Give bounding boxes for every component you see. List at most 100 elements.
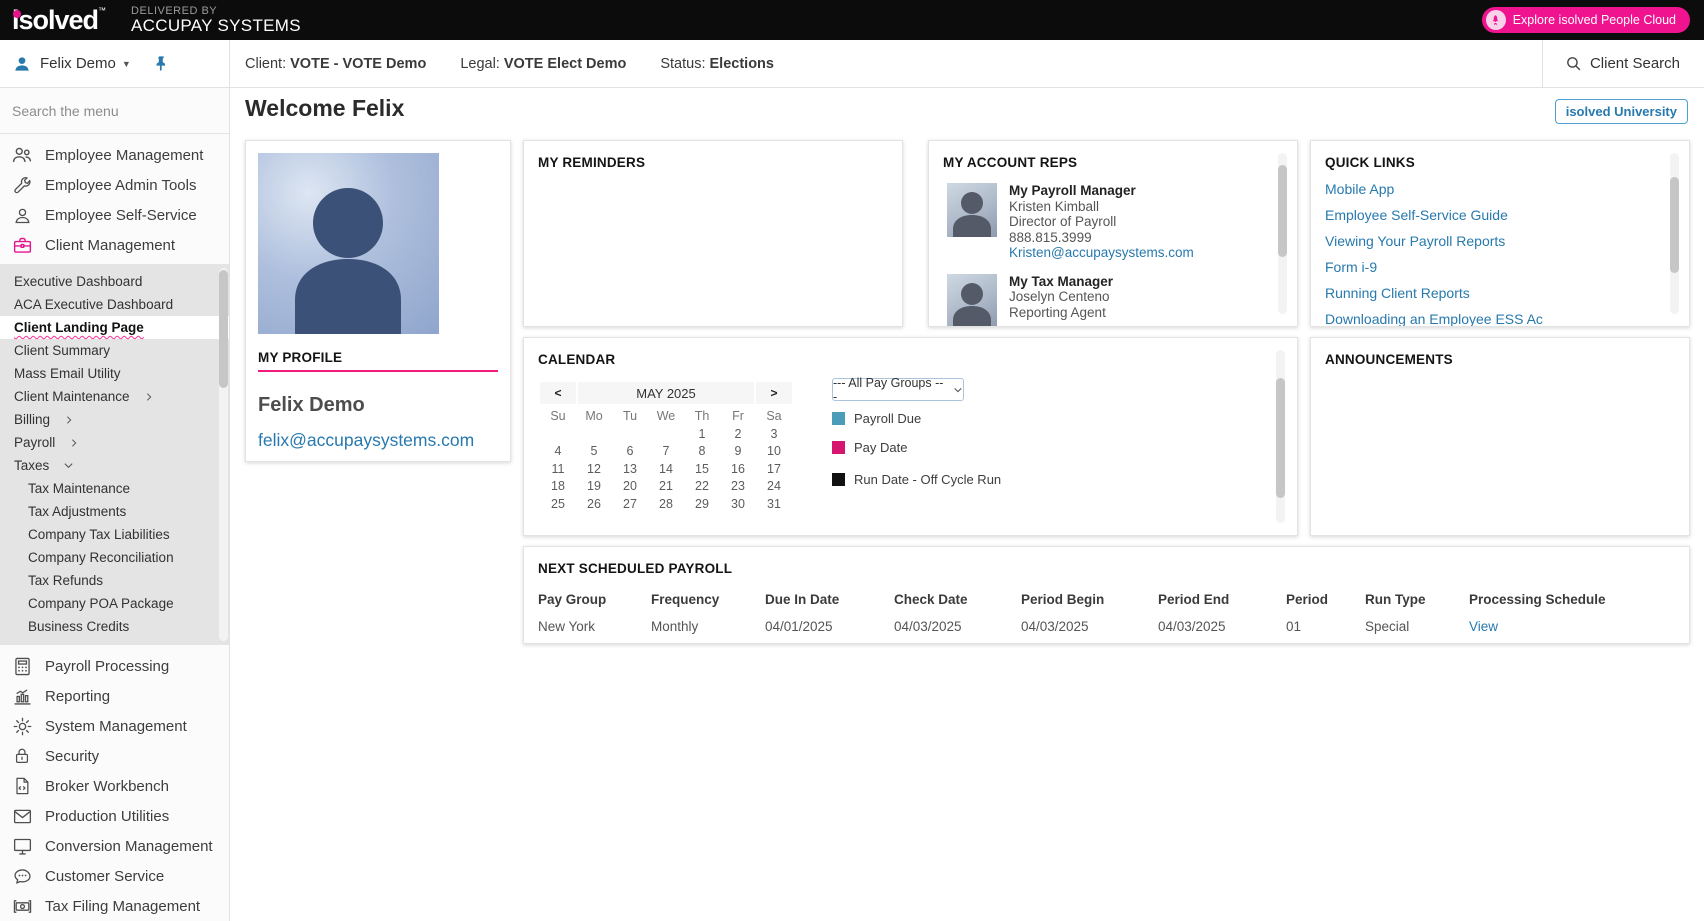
col-period: Period: [1286, 592, 1329, 607]
calendar-day[interactable]: 1: [698, 426, 706, 441]
explore-people-cloud-badge[interactable]: Explore isolved People Cloud: [1481, 7, 1690, 33]
submenu-item-mass-email-utility[interactable]: Mass Email Utility: [14, 366, 121, 381]
calendar-day[interactable]: 21: [659, 479, 673, 493]
quick-link-form-i9[interactable]: Form i-9: [1325, 259, 1378, 275]
profile-email-link[interactable]: felix@accupaysystems.com: [258, 430, 475, 450]
client-search-button[interactable]: Client Search: [1541, 40, 1704, 87]
scrollbar-thumb[interactable]: [1670, 177, 1679, 273]
calendar-day[interactable]: 14: [659, 461, 673, 476]
sidebar-item-tax-filing-management[interactable]: Tax Filing Management: [0, 891, 229, 921]
scrollbar-thumb[interactable]: [219, 270, 228, 388]
calendar-day[interactable]: 19: [587, 479, 601, 493]
calendar-prev-button[interactable]: <: [540, 382, 576, 404]
trademark: ™: [98, 6, 106, 15]
submenu-item-client-maintenance[interactable]: Client Maintenance: [0, 385, 229, 408]
user-menu[interactable]: Felix Demo ▼: [0, 40, 230, 87]
submenu-item-billing[interactable]: Billing: [0, 408, 229, 431]
scrollbar-thumb[interactable]: [1278, 165, 1287, 257]
sidebar-item-client-management[interactable]: Client Management: [0, 230, 229, 260]
wrench-icon: [11, 174, 33, 196]
sidebar-item-production-utilities[interactable]: Production Utilities: [0, 801, 229, 831]
quick-link-client-reports[interactable]: Running Client Reports: [1325, 285, 1470, 301]
submenu-item-executive-dashboard[interactable]: Executive Dashboard: [14, 274, 143, 289]
calendar-day[interactable]: 15: [695, 461, 709, 476]
reminders-card-title: MY REMINDERS: [538, 155, 646, 170]
quick-link-ess-download[interactable]: Downloading an Employee ESS Ac: [1325, 311, 1543, 327]
calendar-day[interactable]: 26: [587, 496, 601, 511]
calendar-day[interactable]: 18: [551, 479, 565, 493]
rep-role: My Payroll Manager: [1009, 183, 1136, 198]
submenu-item-company-tax-liabilities[interactable]: Company Tax Liabilities: [28, 527, 170, 542]
submenu-item-aca-executive-dashboard[interactable]: ACA Executive Dashboard: [14, 297, 174, 312]
sidebar-item-employee-management[interactable]: Employee Management: [0, 140, 229, 170]
sidebar-item-label: Payroll Processing: [45, 657, 170, 675]
calendar-day[interactable]: 20: [623, 479, 637, 493]
quick-link-mobile-app[interactable]: Mobile App: [1325, 181, 1395, 197]
calendar-day[interactable]: 31: [767, 496, 781, 511]
calendar-day[interactable]: 10: [767, 444, 781, 458]
calendar-day[interactable]: 2: [734, 426, 742, 441]
sidebar-item-reporting[interactable]: Reporting: [0, 681, 229, 711]
calendar-day[interactable]: 17: [767, 461, 781, 476]
profile-name: Felix Demo: [258, 394, 365, 416]
submenu-item-tax-maintenance[interactable]: Tax Maintenance: [28, 481, 131, 496]
sidebar-item-payroll-processing[interactable]: Payroll Processing: [0, 651, 229, 681]
sidebar-item-employee-admin-tools[interactable]: Employee Admin Tools: [0, 170, 229, 200]
calendar-day[interactable]: 9: [734, 444, 742, 458]
view-schedule-link[interactable]: View: [1469, 619, 1499, 634]
quick-link-payroll-reports[interactable]: Viewing Your Payroll Reports: [1325, 233, 1506, 249]
calendar-day[interactable]: 7: [662, 444, 670, 458]
calendar-day[interactable]: 22: [695, 479, 709, 493]
rep-title: Director of Payroll: [1009, 214, 1117, 229]
sidebar-item-broker-workbench[interactable]: Broker Workbench: [0, 771, 229, 801]
quick-link-ess-guide[interactable]: Employee Self-Service Guide: [1325, 207, 1508, 223]
submenu-item-tax-refunds[interactable]: Tax Refunds: [28, 573, 104, 588]
chevron-right-icon: [144, 392, 154, 402]
submenu-item-client-summary[interactable]: Client Summary: [14, 343, 111, 358]
calendar-scrollbar[interactable]: [1276, 350, 1285, 523]
submenu-item-client-landing-page[interactable]: Client Landing Page: [0, 316, 229, 339]
calendar-day[interactable]: 4: [554, 444, 562, 458]
submenu-item-business-credits[interactable]: Business Credits: [28, 619, 130, 634]
pin-menu-button[interactable]: [153, 55, 170, 72]
calendar-day[interactable]: 23: [731, 479, 745, 493]
monitor-icon: [11, 835, 33, 857]
calendar-day[interactable]: 12: [587, 461, 601, 476]
calendar-day[interactable]: 24: [767, 479, 781, 493]
rep-title: Reporting Agent: [1009, 304, 1106, 320]
submenu-item-tax-adjustments[interactable]: Tax Adjustments: [28, 504, 127, 519]
calendar-day[interactable]: 27: [623, 496, 637, 511]
submenu-item-payroll[interactable]: Payroll: [0, 431, 229, 454]
calendar-day[interactable]: 11: [551, 461, 565, 476]
calendar-day[interactable]: 13: [623, 461, 637, 476]
rep-email-link[interactable]: Kristen@accupaysystems.com: [1009, 245, 1194, 260]
pay-group-select[interactable]: --- All Pay Groups ---: [832, 376, 964, 404]
calendar-day[interactable]: 25: [551, 496, 565, 511]
calendar-day[interactable]: 5: [590, 444, 598, 458]
calendar-next-button[interactable]: >: [756, 382, 792, 404]
quick-links-scrollbar[interactable]: [1670, 153, 1679, 314]
account-reps-scrollbar[interactable]: [1278, 153, 1287, 314]
legal-segment: Legal: VOTE Elect Demo: [460, 55, 627, 72]
scrollbar-thumb[interactable]: [1276, 378, 1285, 498]
calendar-day[interactable]: 28: [659, 496, 673, 511]
profile-avatar: [258, 153, 439, 334]
calendar-day[interactable]: 30: [731, 496, 745, 511]
calendar-day[interactable]: 16: [731, 461, 745, 476]
calendar-day[interactable]: 29: [695, 496, 709, 511]
sidebar-item-conversion-management[interactable]: Conversion Management: [0, 831, 229, 861]
isolved-logo[interactable]: isolved ™: [12, 1, 106, 39]
sidebar-item-system-management[interactable]: System Management: [0, 711, 229, 741]
calendar-day[interactable]: 8: [698, 444, 706, 458]
isolved-university-button[interactable]: isolved University: [1554, 99, 1688, 124]
menu-search-input[interactable]: [0, 88, 229, 134]
calendar-day[interactable]: 3: [770, 426, 778, 441]
sidebar-item-customer-service[interactable]: Customer Service: [0, 861, 229, 891]
submenu-scrollbar[interactable]: [219, 268, 228, 641]
calendar-day[interactable]: 6: [626, 444, 634, 458]
submenu-item-company-reconciliation[interactable]: Company Reconciliation: [28, 550, 174, 565]
sidebar-item-employee-self-service[interactable]: Employee Self-Service: [0, 200, 229, 230]
submenu-item-taxes[interactable]: Taxes: [0, 454, 229, 477]
submenu-item-company-poa-package[interactable]: Company POA Package: [28, 596, 174, 611]
sidebar-item-security[interactable]: Security: [0, 741, 229, 771]
